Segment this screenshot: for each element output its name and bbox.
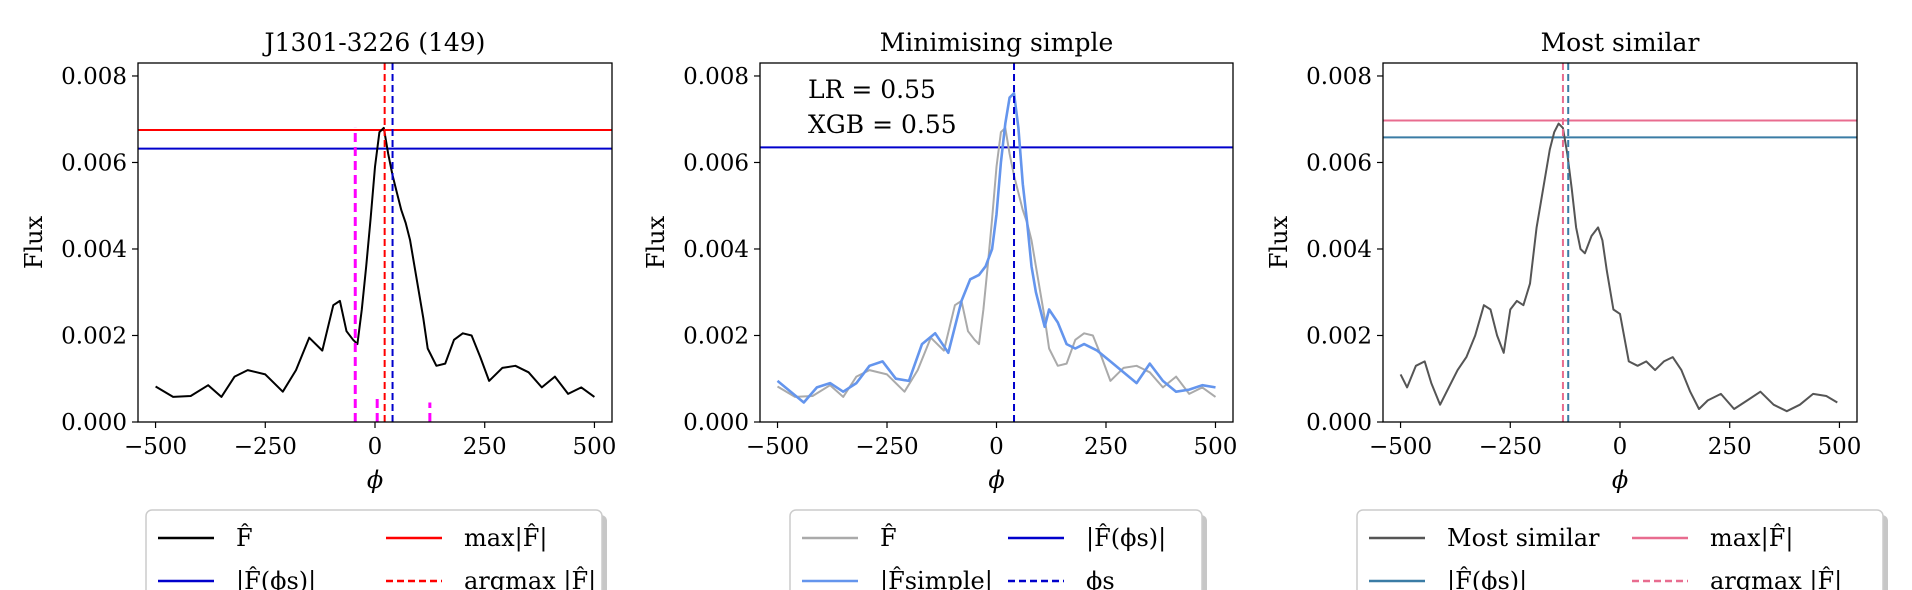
- annotation-1: LR = 0.55: [808, 75, 936, 104]
- y-axis-label: Flux: [20, 215, 48, 269]
- legend-label: F̂: [236, 524, 253, 552]
- legend: F̂ max|F̂| |F̂(ϕs)| argmax |F̂|: [145, 509, 607, 590]
- y-tick-label: 0.000: [1306, 410, 1372, 436]
- y-tick-label: 0.006: [683, 150, 749, 176]
- series-line-1: [1399, 122, 1838, 413]
- legend-label: Most similar: [1447, 524, 1600, 552]
- chart-title: Minimising simple: [880, 28, 1114, 57]
- x-tick-label: 250: [1708, 434, 1752, 460]
- chart-title: J1301-3226 (149): [262, 28, 486, 57]
- x-axis-label: ϕ: [988, 466, 1004, 494]
- y-tick-label: 0.008: [683, 64, 749, 90]
- x-tick-label: −250: [855, 434, 918, 460]
- x-tick-label: 500: [1817, 434, 1861, 460]
- y-axis-label: Flux: [642, 215, 670, 269]
- y-tick-label: 0.008: [61, 64, 127, 90]
- x-tick-label: −250: [234, 434, 297, 460]
- axes-frame: [137, 62, 613, 423]
- legend-label: F̂: [880, 524, 897, 552]
- x-tick-label: −500: [1369, 434, 1432, 460]
- legend-label: |F̂simple|: [880, 567, 993, 590]
- x-axis-label: ϕ: [367, 466, 383, 494]
- y-tick-label: 0.002: [61, 323, 127, 349]
- x-tick-label: −500: [124, 434, 187, 460]
- legend-label: argmax |F̂|: [464, 567, 596, 590]
- x-tick-label: −500: [746, 434, 809, 460]
- x-tick-label: 500: [572, 434, 616, 460]
- x-tick-label: −250: [1479, 434, 1542, 460]
- y-tick-label: 0.008: [1306, 64, 1372, 90]
- x-tick-label: 500: [1194, 434, 1238, 460]
- x-tick-label: 250: [463, 434, 507, 460]
- x-axis-label: ϕ: [1612, 466, 1628, 494]
- x-tick-label: 0: [989, 434, 1004, 460]
- y-tick-label: 0.006: [61, 150, 127, 176]
- y-tick-label: 0.004: [61, 237, 127, 263]
- chart-panel-2: −500 −250 0 250 500 0.000 0.002 0.004 0.006 0.008…: [642, 28, 1237, 590]
- series-line-1: [776, 126, 1217, 398]
- x-tick-label: 0: [368, 434, 383, 460]
- x-tick-label: 0: [1613, 434, 1628, 460]
- legend-label: max|F̂|: [464, 524, 547, 553]
- chart-panel-1: −500 −250 0 250 500 0.000 0.002 0.004 0.006 0.008…: [20, 28, 616, 590]
- chart-title: Most similar: [1541, 28, 1700, 57]
- legend-label: |F̂(ϕs)|: [236, 567, 316, 590]
- y-tick-label: 0.002: [683, 323, 749, 349]
- legend: Most similar max|F̂| |F̂(ϕs)| argmax |F̂|: [1356, 509, 1888, 590]
- y-tick-label: 0.006: [1306, 150, 1372, 176]
- legend-label: |F̂(ϕs)|: [1086, 524, 1166, 553]
- y-tick-label: 0.000: [683, 410, 749, 436]
- y-axis-label: Flux: [1265, 215, 1293, 269]
- axes-frame: [1382, 62, 1858, 423]
- y-tick-label: 0.002: [1306, 323, 1372, 349]
- legend-label: |F̂(ϕs)|: [1447, 567, 1527, 590]
- series-line-1: [155, 126, 595, 398]
- x-tick-label: 250: [1084, 434, 1128, 460]
- legend-label: argmax |F̂|: [1710, 567, 1842, 590]
- legend-label: ϕs: [1086, 567, 1115, 590]
- chart-panel-3: −500 −250 0 250 500 0.000 0.002 0.004 0.006 0.008…: [1265, 28, 1888, 590]
- legend-label: max|F̂|: [1710, 524, 1793, 553]
- series-line-2: [776, 92, 1216, 404]
- y-tick-label: 0.000: [61, 410, 127, 436]
- y-tick-label: 0.004: [1306, 237, 1372, 263]
- y-tick-label: 0.004: [683, 237, 749, 263]
- annotation-2: XGB = 0.55: [808, 110, 957, 139]
- legend: F̂ |F̂(ϕs)| |F̂simple| ϕs: [789, 509, 1207, 590]
